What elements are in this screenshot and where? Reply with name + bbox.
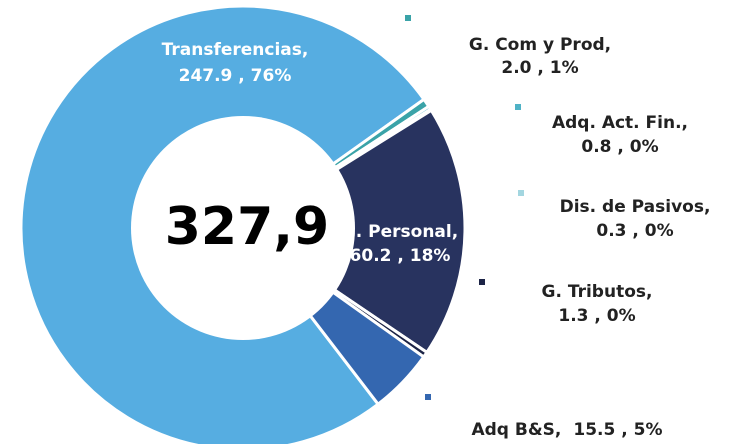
label-marker bbox=[405, 15, 411, 21]
category-label: Transferencias, bbox=[162, 40, 309, 60]
category-label: Adq. Act. Fin., bbox=[552, 113, 688, 133]
category-label: Adq B&S, bbox=[471, 420, 561, 440]
value-label: 2.0 , 1% bbox=[501, 58, 578, 78]
value-label: 0.3 , 0% bbox=[596, 221, 673, 241]
center-label: 327,9 bbox=[165, 197, 329, 257]
value-label: 247.9 , 76% bbox=[179, 66, 292, 86]
label-marker bbox=[515, 104, 521, 110]
category-label: G. Personal, bbox=[342, 222, 458, 242]
label-marker bbox=[425, 394, 431, 400]
donut-hole bbox=[131, 116, 355, 340]
value-label: 60.2 , 18% bbox=[350, 246, 451, 266]
category-label: G. Tributos, bbox=[542, 282, 653, 302]
label-marker bbox=[479, 279, 485, 285]
value-label: 0.8 , 0% bbox=[581, 137, 658, 157]
category-label: Dis. de Pasivos, bbox=[560, 197, 711, 217]
label-marker bbox=[518, 190, 524, 196]
data-label: Adq B&S, 15.5 , 5% bbox=[471, 420, 662, 440]
value-label: 15.5 , 5% bbox=[573, 420, 662, 440]
category-label: G. Com y Prod, bbox=[469, 35, 611, 55]
value-label: 1.3 , 0% bbox=[558, 306, 635, 326]
